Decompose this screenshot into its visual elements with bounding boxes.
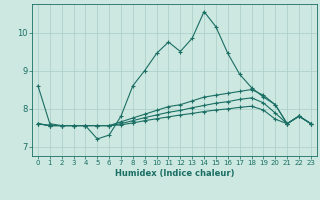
X-axis label: Humidex (Indice chaleur): Humidex (Indice chaleur) — [115, 169, 234, 178]
